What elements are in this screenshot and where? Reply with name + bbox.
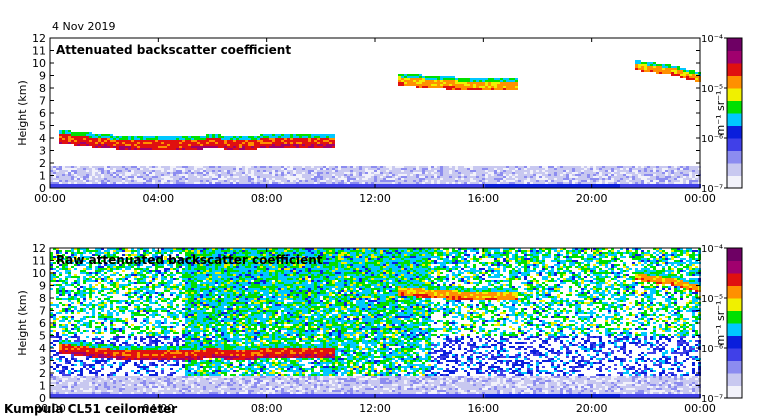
colorbar-tick-label: 10⁻⁵ bbox=[701, 294, 723, 305]
y-tick-label: 6 bbox=[39, 317, 46, 330]
y-tick-label: 6 bbox=[39, 107, 46, 120]
y-tick-label: 4 bbox=[39, 342, 46, 355]
y-tick-label: 10 bbox=[32, 57, 46, 70]
y-tick-label: 11 bbox=[32, 45, 46, 58]
colorbar-tick-label: 10⁻⁵ bbox=[701, 84, 723, 95]
y-tick-label: 10 bbox=[32, 267, 46, 280]
colorbar-tick-label: 10⁻⁶ bbox=[701, 134, 723, 145]
y-axis-label: Height (km) bbox=[16, 80, 29, 146]
heatmap-field bbox=[50, 60, 701, 188]
x-tick-label: 20:00 bbox=[576, 402, 608, 415]
y-tick-label: 1 bbox=[39, 170, 46, 183]
colorbar-tick-label: 10⁻⁴ bbox=[701, 244, 723, 255]
y-tick-label: 3 bbox=[39, 145, 46, 158]
date-label: 4 Nov 2019 bbox=[52, 20, 116, 33]
y-tick-label: 8 bbox=[39, 82, 46, 95]
colorbar-label: m⁻¹ sr⁻¹ bbox=[714, 301, 727, 346]
x-tick-label: 04:00 bbox=[142, 402, 174, 415]
colorbar bbox=[727, 248, 742, 399]
y-tick-label: 4 bbox=[39, 132, 46, 145]
y-tick-label: 5 bbox=[39, 330, 46, 343]
colorbar-tick-label: 10⁻⁷ bbox=[701, 184, 723, 195]
x-tick-label: 00:00 bbox=[34, 192, 66, 205]
y-tick-label: 9 bbox=[39, 280, 46, 293]
x-tick-label: 12:00 bbox=[359, 192, 391, 205]
y-tick-label: 0 bbox=[39, 182, 46, 195]
y-tick-label: 2 bbox=[39, 367, 46, 380]
chart-title: Raw attenuated backscatter coefficient bbox=[56, 253, 323, 267]
x-tick-label: 20:00 bbox=[576, 192, 608, 205]
x-axis-label: Time (UTC) bbox=[344, 208, 406, 210]
y-tick-label: 7 bbox=[39, 95, 46, 108]
y-tick-label: 0 bbox=[39, 392, 46, 405]
colorbar-tick-label: 10⁻⁶ bbox=[701, 344, 723, 355]
colorbar-frame bbox=[726, 247, 743, 399]
x-tick-label: 08:00 bbox=[251, 192, 283, 205]
x-tick-label: 16:00 bbox=[467, 192, 499, 205]
colorbar-tick-label: 10⁻⁴ bbox=[701, 34, 723, 45]
colorbar-frame bbox=[726, 37, 743, 189]
y-tick-label: 8 bbox=[39, 292, 46, 305]
y-tick-label: 2 bbox=[39, 157, 46, 170]
y-tick-label: 9 bbox=[39, 70, 46, 83]
x-tick-label: 00:00 bbox=[684, 402, 716, 415]
x-tick-label: 00:00 bbox=[34, 402, 66, 415]
y-tick-label: 12 bbox=[32, 242, 46, 255]
y-tick-label: 5 bbox=[39, 120, 46, 133]
x-tick-label: 00:00 bbox=[684, 192, 716, 205]
y-tick-label: 11 bbox=[32, 255, 46, 268]
x-tick-label: 04:00 bbox=[142, 192, 174, 205]
x-tick-label: 12:00 bbox=[359, 402, 391, 415]
colorbar-label: m⁻¹ sr⁻¹ bbox=[714, 91, 727, 136]
y-tick-label: 3 bbox=[39, 355, 46, 368]
plot-area bbox=[50, 38, 700, 188]
heatmap-field bbox=[50, 248, 701, 398]
x-axis-label: Time (UTC) bbox=[344, 418, 406, 420]
y-tick-label: 7 bbox=[39, 305, 46, 318]
x-tick-label: 16:00 bbox=[467, 402, 499, 415]
colorbar bbox=[727, 38, 742, 189]
x-tick-label: 08:00 bbox=[251, 402, 283, 415]
chart-title: Attenuated backscatter coefficient bbox=[56, 43, 291, 57]
y-axis-label: Height (km) bbox=[16, 290, 29, 356]
y-tick-label: 1 bbox=[39, 380, 46, 393]
colorbar-tick-label: 10⁻⁷ bbox=[701, 394, 723, 405]
station-label: Kumpula CL51 ceilometer bbox=[4, 402, 178, 416]
y-tick-label: 12 bbox=[32, 32, 46, 45]
